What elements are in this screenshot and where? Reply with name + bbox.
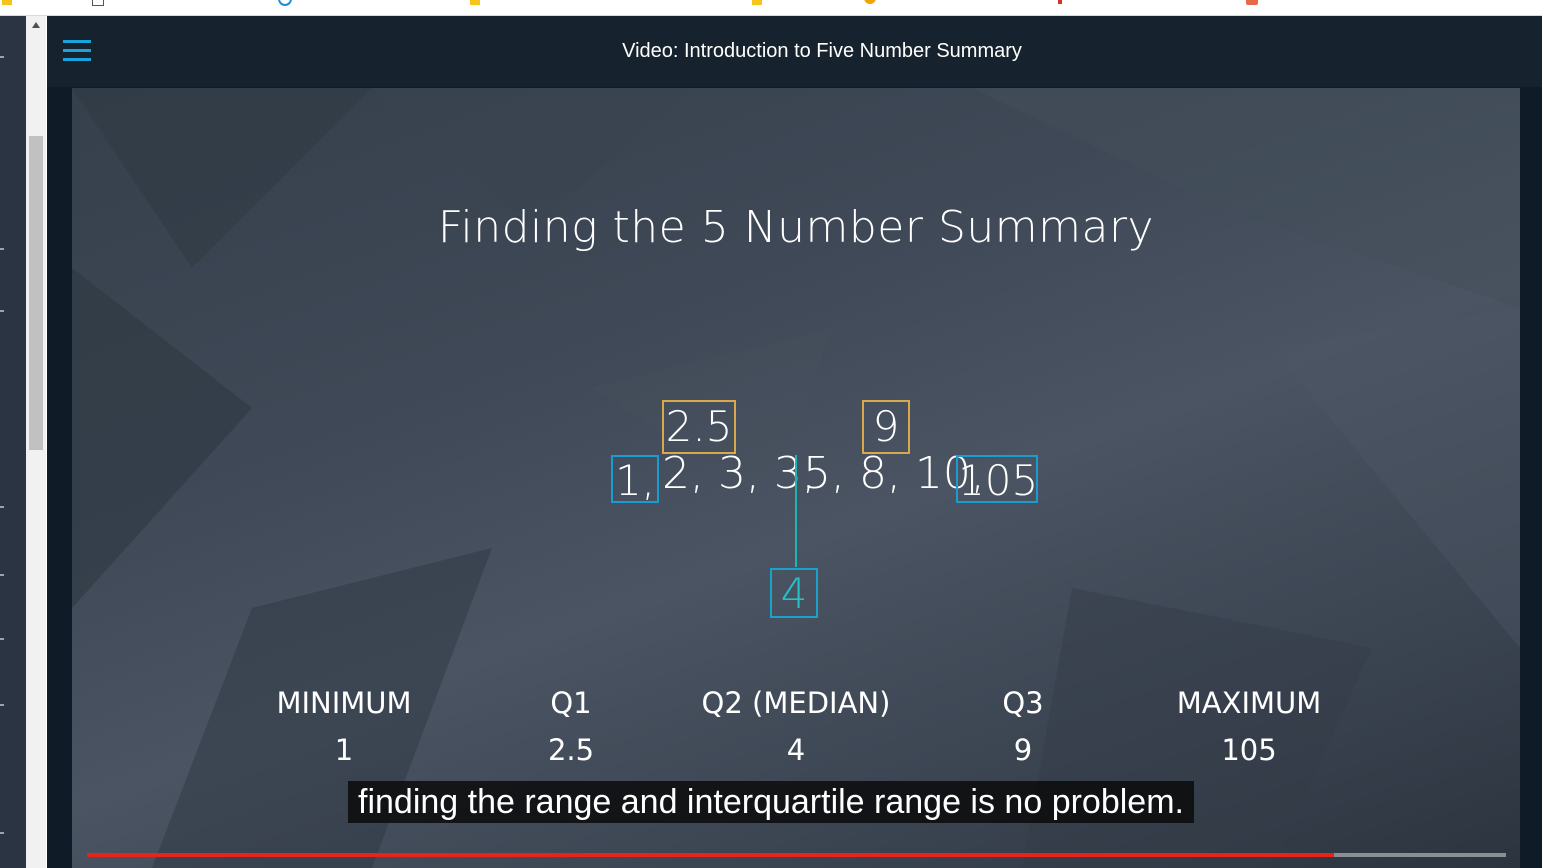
summary-label-q3: Q3 (1002, 686, 1044, 720)
video-player[interactable]: Finding the 5 Number Summary 2.5 9 1, 2,… (72, 88, 1520, 868)
summary-value-maximum: 105 (1221, 733, 1277, 767)
summary-value-q3: 9 (1013, 733, 1033, 767)
scroll-up-icon[interactable] (32, 22, 40, 28)
maximum-box: 105 (956, 455, 1039, 505)
subtitle-caption: finding the range and interquartile rang… (348, 781, 1194, 823)
median-box: 4 (770, 568, 818, 618)
scrollbar-thumb[interactable] (29, 136, 43, 450)
bookmark-icon[interactable] (1246, 0, 1258, 5)
bookmark-icon[interactable] (92, 0, 104, 6)
summary-label-maximum: MAXIMUM (1176, 686, 1322, 720)
slide-title: Finding the 5 Number Summary (437, 202, 1155, 253)
bookmark-icon[interactable] (470, 0, 480, 5)
q1-box: 2.5 (662, 400, 736, 454)
minimum-box: 1, (611, 455, 659, 505)
summary-label-median: Q2 (MEDIAN) (701, 686, 891, 720)
background-page-panel (0, 16, 26, 868)
video-app: Video: Introduction to Five Number Summa… (47, 16, 1542, 868)
summary-value-median: 4 (786, 733, 806, 767)
bookmark-icon[interactable] (278, 0, 292, 6)
sequence-middle-left: 2, 3, 3, (662, 448, 816, 499)
progress-bar-played (87, 853, 1335, 857)
bookmark-icon[interactable] (864, 0, 876, 4)
video-header: Video: Introduction to Five Number Summa… (47, 16, 1542, 87)
hamburger-menu-icon[interactable] (63, 40, 91, 62)
bookmark-icon[interactable] (752, 0, 762, 5)
bookmarks-bar (0, 0, 1542, 16)
bookmark-icon[interactable] (2, 0, 12, 5)
median-line (795, 455, 797, 567)
summary-label-minimum: MINIMUM (276, 686, 412, 720)
sequence-middle-right: 5, 8, 10, (803, 448, 985, 499)
page-scrollbar[interactable] (26, 16, 46, 868)
summary-value-minimum: 1 (334, 733, 354, 767)
summary-value-q1: 2.5 (547, 733, 595, 767)
q3-box: 9 (862, 400, 910, 454)
progress-bar[interactable] (87, 853, 1506, 857)
polygon-background (72, 88, 1520, 868)
summary-label-q1: Q1 (550, 686, 592, 720)
video-title: Video: Introduction to Five Number Summa… (622, 40, 1022, 62)
bookmark-icon[interactable] (1058, 0, 1062, 4)
